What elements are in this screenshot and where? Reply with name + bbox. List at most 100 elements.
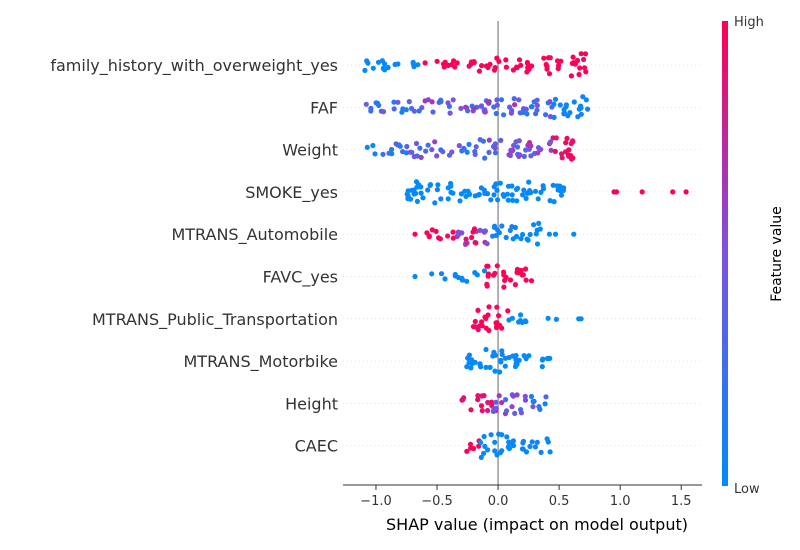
shap-point <box>547 99 553 105</box>
shap-point <box>518 62 524 68</box>
shap-point <box>511 102 518 108</box>
feature-label: FAF <box>310 98 338 117</box>
shap-point <box>520 440 526 446</box>
shap-point <box>508 440 514 446</box>
shap-point <box>392 61 398 68</box>
shap-point <box>582 51 589 57</box>
shap-point <box>504 408 510 414</box>
shap-point <box>471 59 477 65</box>
shap-point <box>505 308 511 314</box>
shap-point <box>447 110 453 116</box>
shap-point <box>492 65 498 71</box>
shap-point <box>571 99 577 105</box>
shap-point <box>425 187 431 193</box>
shap-point <box>538 146 544 152</box>
shap-point <box>469 360 475 367</box>
shap-point <box>493 399 499 405</box>
shap-outlier-point <box>412 231 418 237</box>
shap-point <box>520 192 526 198</box>
shap-point <box>526 179 532 185</box>
x-axis-ticks: −1.0 −0.5 0.0 0.5 1.0 1.5 <box>360 485 692 509</box>
shap-point <box>527 443 533 450</box>
shap-point <box>544 436 550 442</box>
shap-point <box>523 195 529 201</box>
shap-point <box>469 234 475 241</box>
shap-point <box>411 108 417 114</box>
shap-point <box>482 190 488 196</box>
shap-point <box>478 439 484 446</box>
shap-point <box>434 187 440 193</box>
shap-point <box>510 142 517 149</box>
shap-point <box>513 360 519 367</box>
shap-point <box>535 150 541 156</box>
shap-point <box>478 403 485 409</box>
shap-point <box>509 183 515 189</box>
shap-point <box>423 148 429 154</box>
shap-point <box>435 182 441 188</box>
shap-point <box>570 54 576 60</box>
shap-point <box>418 154 424 160</box>
shap-point <box>445 233 451 239</box>
shap-point <box>505 197 511 203</box>
shap-point <box>418 190 424 196</box>
shap-point <box>376 102 382 108</box>
shap-point <box>510 236 516 242</box>
shap-point <box>370 65 376 71</box>
shap-point <box>442 276 448 282</box>
shap-point <box>520 109 526 115</box>
shap-point <box>429 271 435 277</box>
shap-point <box>389 151 395 157</box>
shap-point <box>407 149 413 155</box>
shap-point <box>571 60 577 66</box>
shap-point <box>478 103 484 109</box>
shap-point <box>363 101 369 107</box>
shap-point <box>491 192 497 198</box>
shap-point <box>501 272 507 278</box>
shap-point <box>541 55 547 61</box>
shap-point <box>445 185 451 191</box>
shap-point <box>420 195 426 201</box>
shap-point <box>585 106 591 112</box>
shap-point <box>578 111 584 117</box>
shap-point <box>468 445 474 451</box>
shap-point <box>503 57 509 63</box>
shap-point <box>484 283 490 289</box>
shap-point <box>496 431 502 437</box>
shap-point <box>552 148 558 154</box>
shap-point <box>518 236 524 242</box>
shap-point <box>503 397 509 403</box>
feature-label: SMOKE_yes <box>245 183 338 203</box>
shap-point <box>475 307 481 313</box>
shap-point <box>543 394 549 400</box>
shap-point <box>570 139 576 145</box>
shap-point <box>528 393 535 400</box>
shap-point <box>509 315 515 321</box>
shap-point <box>422 60 428 66</box>
shap-point <box>465 188 471 194</box>
shap-outlier-point <box>578 316 584 322</box>
shap-point <box>509 192 515 198</box>
shap-point <box>533 231 539 237</box>
shap-point <box>568 73 575 79</box>
shap-point <box>474 272 480 278</box>
shap-point <box>532 444 539 450</box>
shap-point <box>485 312 491 318</box>
shap-point <box>565 113 571 119</box>
shap-point <box>434 153 440 159</box>
shap-point <box>380 109 387 115</box>
shap-point <box>493 232 499 238</box>
shap-point <box>554 183 560 189</box>
shap-point <box>411 191 417 197</box>
shap-point <box>404 191 410 197</box>
shap-point <box>450 190 456 196</box>
shap-point <box>507 277 514 283</box>
shap-point <box>509 404 515 410</box>
beeswarm-points <box>362 51 689 460</box>
shap-outlier-point <box>670 189 676 195</box>
x-tick-label: 1.0 <box>610 494 631 509</box>
shap-point <box>493 405 499 411</box>
shap-point <box>429 99 435 105</box>
shap-point <box>458 105 464 111</box>
shap-point <box>463 236 469 242</box>
